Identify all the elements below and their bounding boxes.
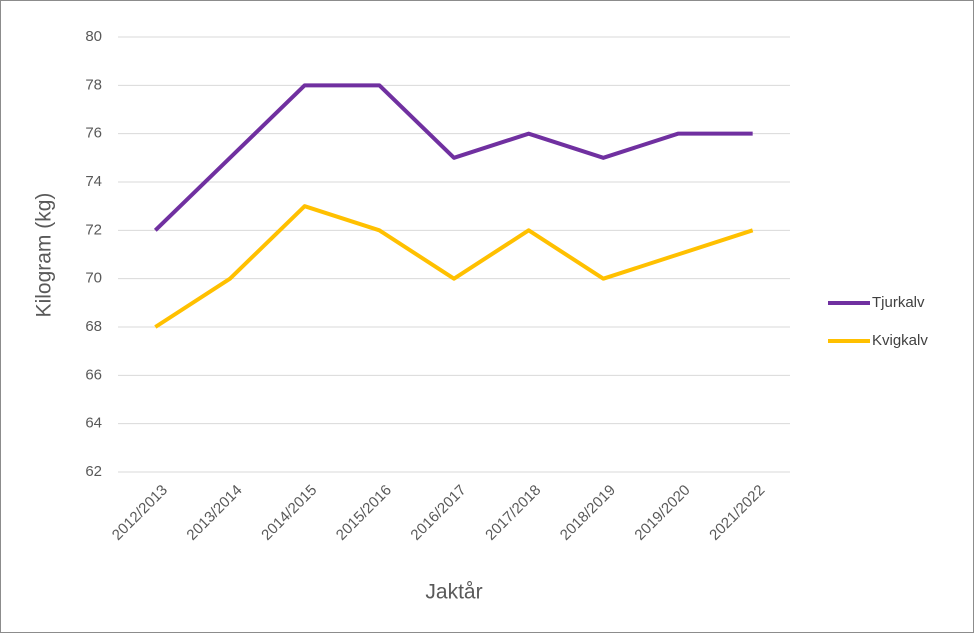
y-tick-label: 62 xyxy=(85,463,102,480)
y-tick-label: 78 xyxy=(85,76,102,93)
y-tick-label: 76 xyxy=(85,125,102,142)
y-tick-label: 72 xyxy=(85,221,102,238)
y-tick-label: 66 xyxy=(85,366,102,383)
y-tick-label: 74 xyxy=(85,173,102,190)
data-line xyxy=(154,204,754,329)
y-tick-label: 80 xyxy=(85,28,102,45)
data-line xyxy=(153,83,753,232)
y-tick-label: 68 xyxy=(85,318,102,335)
y-tick-label: 64 xyxy=(85,415,102,432)
y-tick-label: 70 xyxy=(85,270,102,287)
legend-label: Kvigkalv xyxy=(872,332,928,349)
legend-label: Tjurkalv xyxy=(872,294,925,311)
x-axis-title: Jaktår xyxy=(425,581,482,604)
y-axis-title: Kilogram (kg) xyxy=(33,193,56,318)
